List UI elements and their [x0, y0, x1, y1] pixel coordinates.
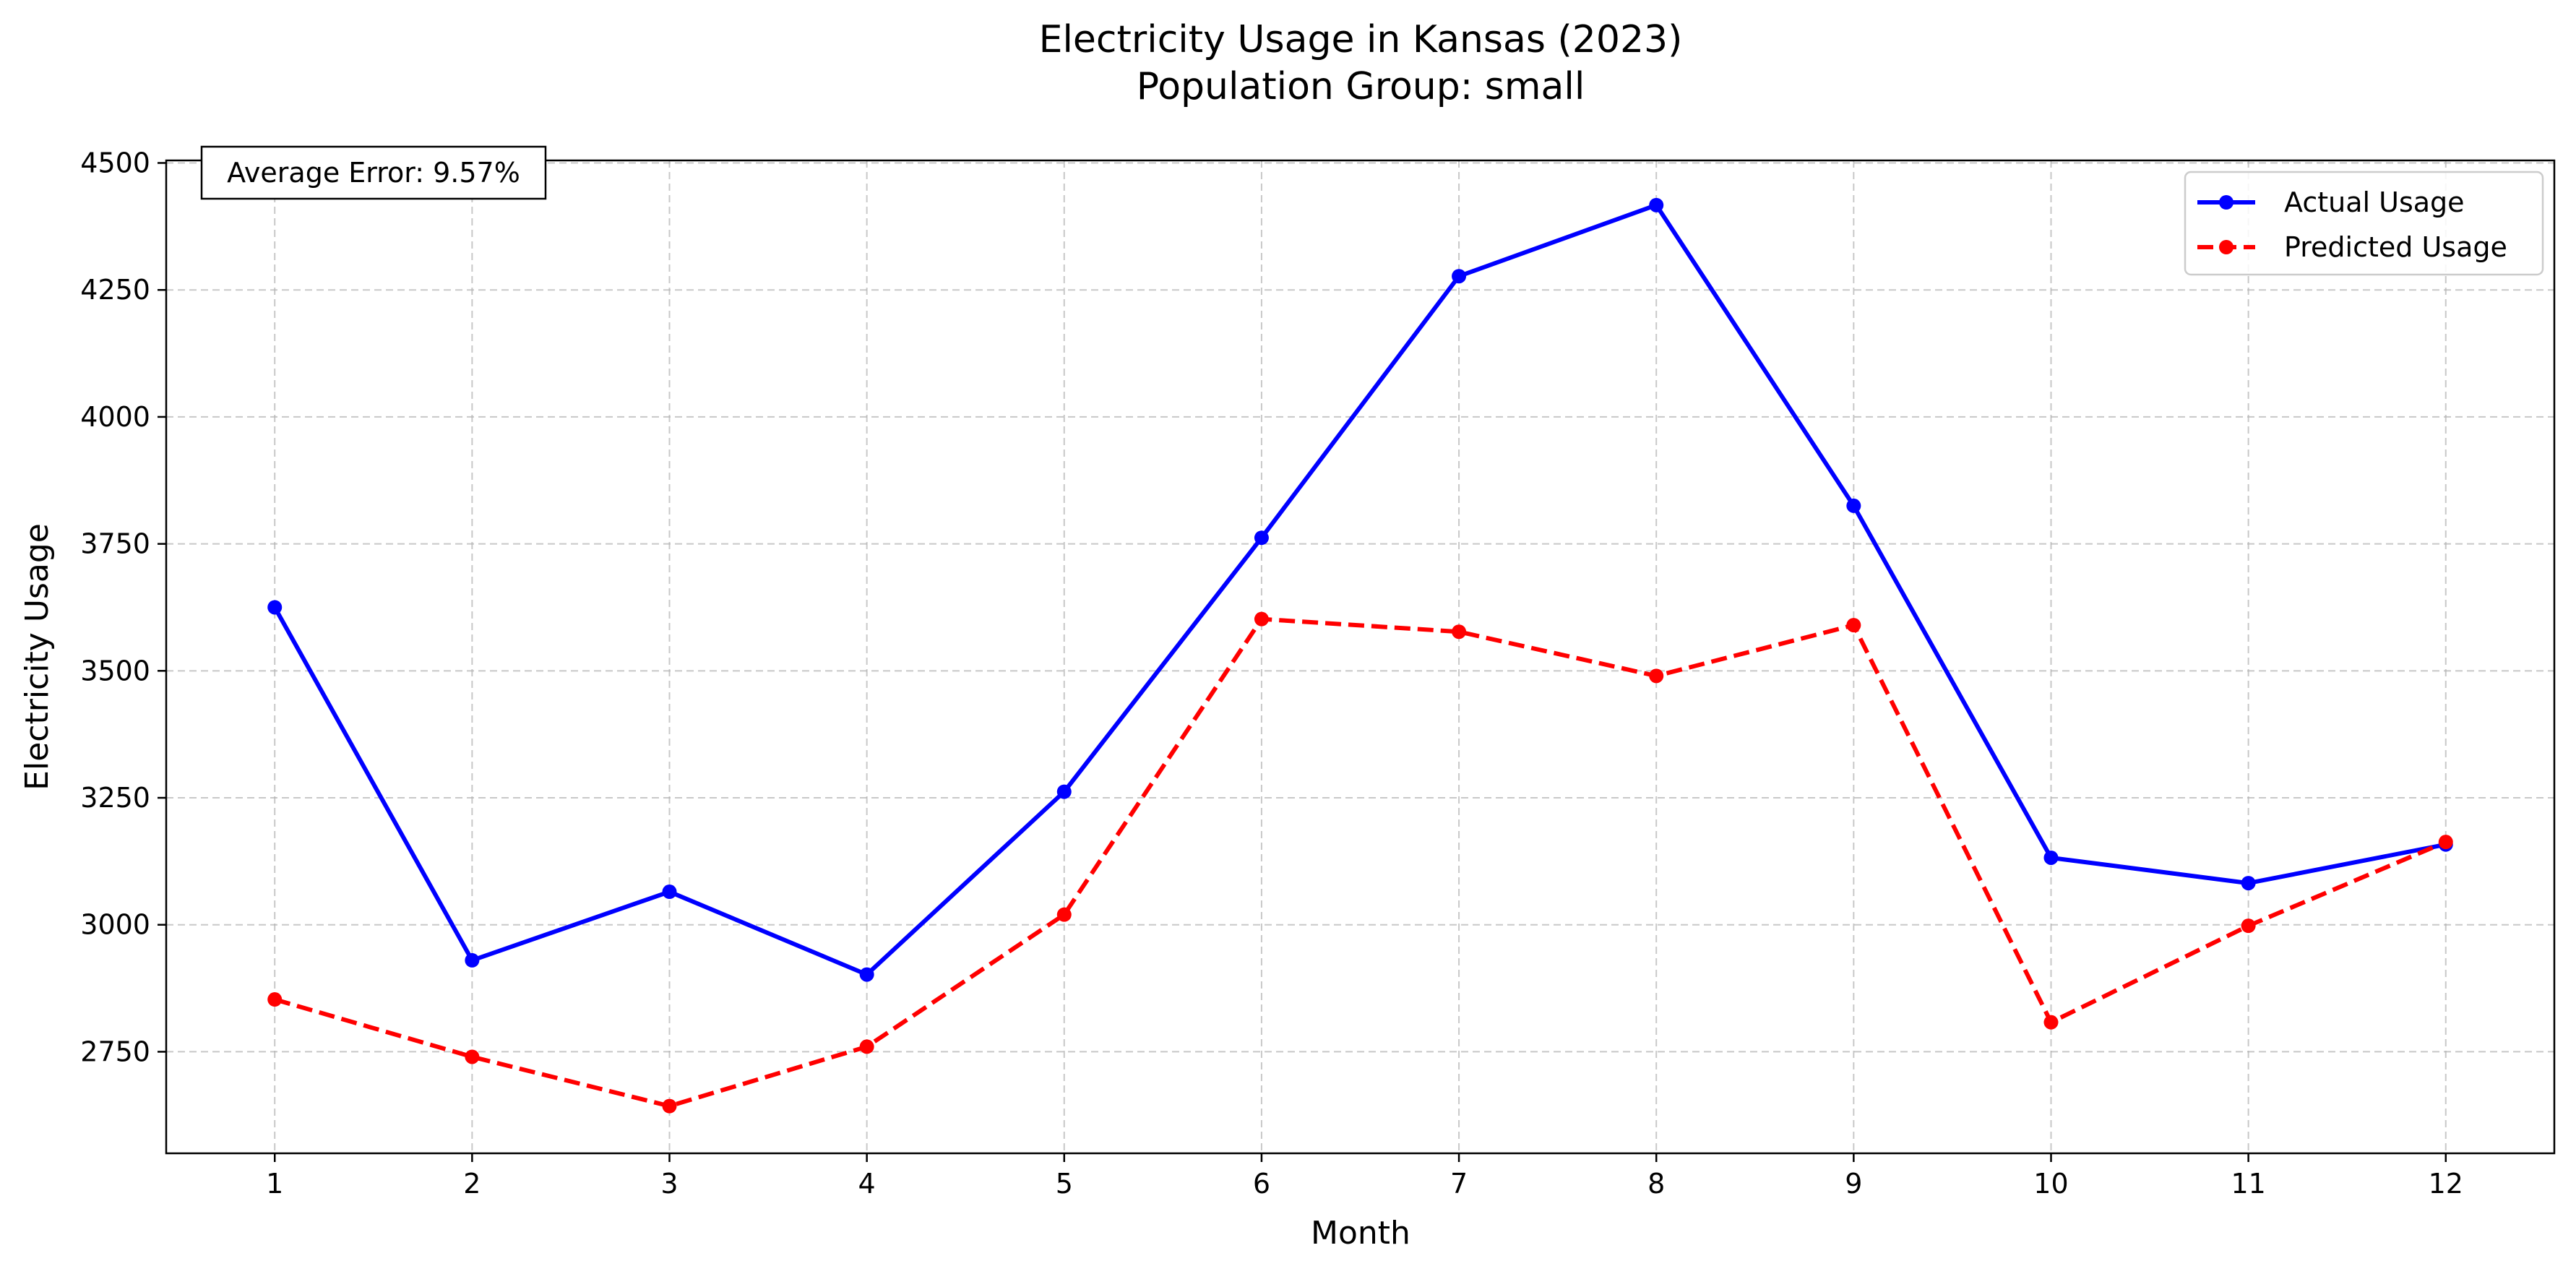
series-1-point-11	[2241, 918, 2256, 934]
legend: Actual Usage Predicted Usage	[2184, 171, 2544, 276]
x-tick-label-3: 3	[660, 1168, 678, 1200]
average-error-annotation: Average Error: 9.57%	[227, 157, 520, 189]
series-0-point-4	[859, 967, 874, 982]
x-tick-label-1: 1	[266, 1168, 283, 1200]
x-tick-label-10: 10	[2033, 1168, 2068, 1200]
series-1-point-12	[2438, 835, 2453, 850]
annotation-frame	[200, 145, 547, 200]
series-line-1	[274, 616, 2447, 1109]
x-tick-label-5: 5	[1056, 1168, 1073, 1200]
chart-subtitle: Population Group: small	[1137, 65, 1585, 108]
series-1-point-7	[1452, 624, 1467, 640]
legend-marker-actual	[2219, 195, 2233, 210]
ticks: 1 2 3 4 5 6 7 8 9 10 11 122750300032503500375040004…	[80, 147, 2463, 1200]
x-tick-label-12: 12	[2429, 1168, 2463, 1200]
series-1-point-1	[267, 992, 283, 1007]
series-0-point-3	[662, 885, 677, 900]
x-tick-label-6: 6	[1253, 1168, 1270, 1200]
series-1-point-6	[1254, 611, 1269, 627]
x-axis-label: Month	[1311, 1215, 1410, 1252]
series-1-point-9	[1846, 618, 1861, 633]
legend-frame	[2184, 171, 2544, 276]
x-tick-label-4: 4	[858, 1168, 876, 1200]
series-0-point-8	[1649, 197, 1664, 212]
x-tick-label-2: 2	[463, 1168, 481, 1200]
series-layer	[267, 197, 2453, 1114]
series-1-point-5	[1056, 907, 1072, 922]
y-tick-label-4250: 4250	[80, 274, 150, 306]
y-tick-label-3250: 3250	[80, 782, 150, 814]
x-tick-label-9: 9	[1845, 1168, 1862, 1200]
y-tick-label-3000: 3000	[80, 909, 150, 941]
series-0-point-10	[2043, 850, 2059, 865]
chart-title: Electricity Usage in Kansas (2023)	[1039, 18, 1683, 61]
y-tick-label-3750: 3750	[80, 528, 150, 560]
y-axis-label: Electricity Usage	[19, 523, 56, 791]
plot-frame	[165, 159, 2556, 1155]
y-tick-label-4500: 4500	[80, 147, 150, 179]
series-line-0	[272, 202, 2447, 977]
series-0-point-9	[1846, 498, 1861, 513]
legend-marker-predicted	[2219, 240, 2233, 254]
series-1-point-4	[859, 1039, 874, 1054]
legend-label-actual: Actual Usage	[2284, 186, 2465, 218]
series-0-point-1	[267, 600, 283, 615]
series-0-point-2	[465, 952, 480, 968]
x-tick-label-8: 8	[1647, 1168, 1665, 1200]
legend-label-predicted: Predicted Usage	[2284, 231, 2507, 263]
annotation-box: Average Error: 9.57%	[200, 145, 547, 200]
y-tick-label-3500: 3500	[80, 655, 150, 687]
x-tick-label-11: 11	[2231, 1168, 2265, 1200]
series-0-point-7	[1452, 269, 1467, 284]
x-tick-label-7: 7	[1450, 1168, 1468, 1200]
series-1-point-8	[1649, 668, 1664, 684]
y-tick-label-4000: 4000	[80, 401, 150, 433]
series-1-point-2	[465, 1049, 480, 1064]
y-tick-label-2750: 2750	[80, 1036, 150, 1067]
grid	[166, 160, 2554, 1153]
series-0-point-5	[1056, 784, 1072, 799]
series-0-point-11	[2241, 876, 2256, 891]
series-1-point-3	[662, 1098, 677, 1114]
series-0-point-6	[1254, 530, 1269, 546]
series-1-point-10	[2043, 1015, 2059, 1030]
